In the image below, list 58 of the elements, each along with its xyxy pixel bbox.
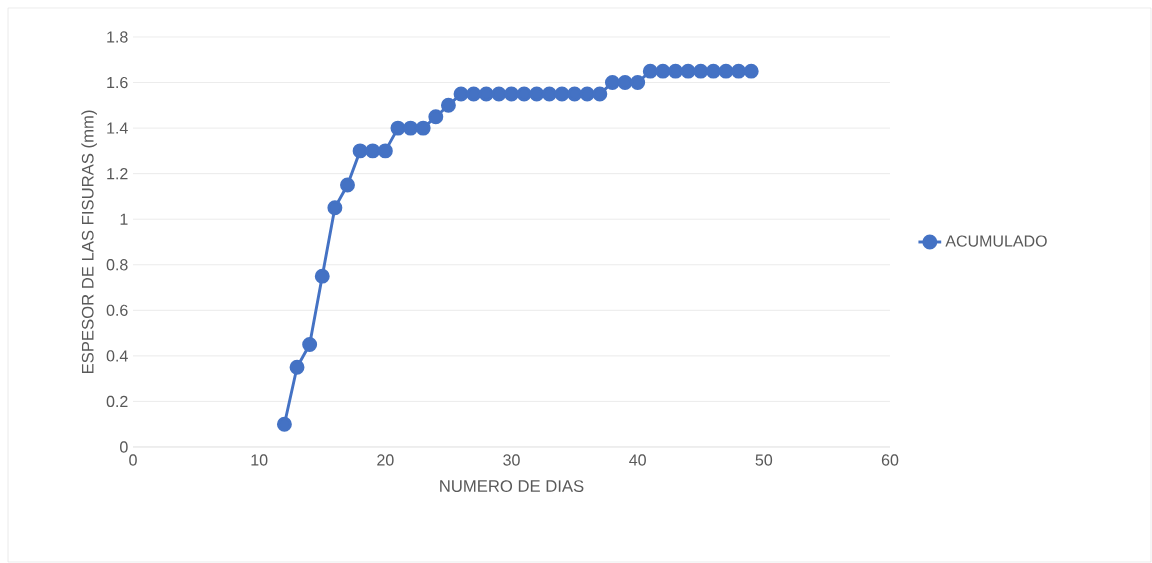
point: [478, 86, 494, 102]
x-tick-label: 50: [755, 454, 773, 466]
point: [604, 75, 620, 91]
point: [743, 63, 759, 79]
point: [340, 177, 355, 193]
x-tick-label: 10: [251, 454, 268, 466]
y-tick-label: 1.6: [107, 76, 128, 89]
point: [592, 86, 608, 102]
point: [466, 86, 482, 102]
point: [289, 359, 305, 375]
point: [516, 86, 532, 102]
x-tick-label: 40: [629, 454, 646, 466]
point: [567, 86, 583, 102]
x-tick-label: 60: [881, 454, 899, 466]
point: [642, 63, 658, 79]
x-tick-label: 0: [129, 454, 137, 466]
point: [529, 86, 545, 102]
x-tick-label: 20: [377, 454, 394, 466]
y-axis-title: ESPESOR DE LAS FISURAS (mm): [81, 110, 97, 374]
point: [655, 63, 671, 79]
point: [302, 337, 318, 352]
point: [365, 143, 381, 159]
point: [617, 75, 633, 91]
y-tick-label: 0.6: [106, 304, 128, 316]
point: [491, 86, 507, 102]
point: [705, 63, 721, 79]
y-tick-label: 0.4: [106, 350, 128, 362]
x-axis-title: NUMERO DE DIAS: [440, 480, 584, 492]
point: [440, 97, 456, 113]
point: [352, 143, 368, 159]
point: [680, 63, 696, 79]
point: [541, 86, 557, 102]
y-tick-label: 0: [120, 441, 128, 453]
point: [554, 86, 570, 102]
point: [453, 86, 469, 102]
y-tick-label: 1: [120, 213, 128, 225]
legend-label: ACUMULADO: [945, 235, 1047, 247]
y-tick-label: 1.8: [107, 31, 128, 43]
point: [630, 75, 646, 91]
point: [377, 143, 393, 159]
point: [327, 200, 343, 216]
x-tick-label: 30: [503, 454, 520, 466]
point: [731, 63, 747, 79]
point: [403, 120, 419, 136]
point: [693, 63, 709, 79]
y-tick-label: 0.2: [106, 395, 128, 408]
point: [504, 86, 519, 102]
point: [415, 120, 431, 136]
point: [579, 86, 595, 102]
point: [428, 109, 444, 125]
y-tick-label: 0.8: [106, 259, 128, 271]
y-tick-label: 1.2: [107, 168, 128, 180]
y-tick-label: 1.4: [107, 122, 128, 134]
point: [718, 63, 734, 79]
point: [668, 63, 683, 79]
point: [390, 120, 406, 136]
point: [314, 268, 330, 284]
point: [276, 416, 292, 432]
